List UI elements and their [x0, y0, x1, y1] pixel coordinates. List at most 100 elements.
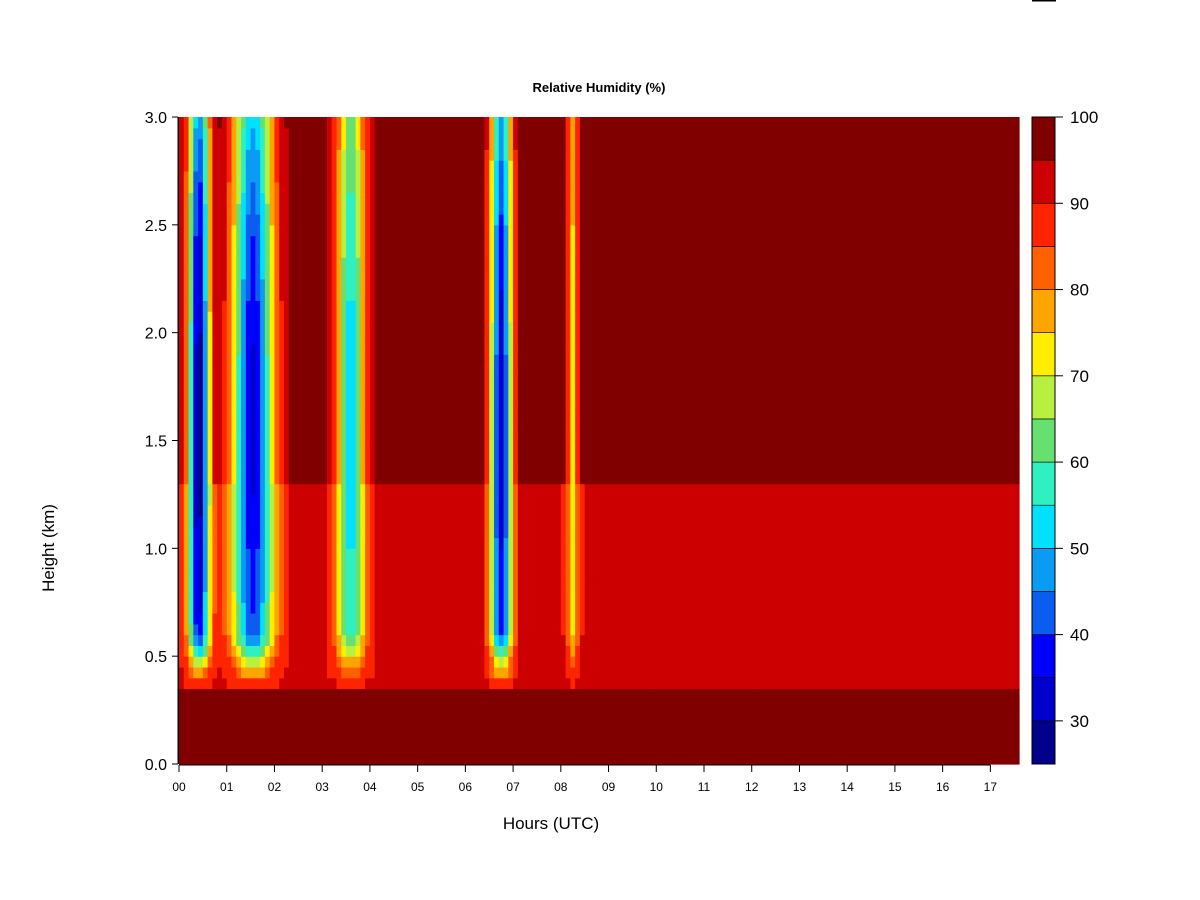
heatmap-cell — [484, 688, 490, 700]
heatmap-cell — [422, 548, 428, 560]
heatmap-cell — [508, 462, 514, 474]
heatmap-cell — [179, 526, 185, 539]
heatmap-cell — [403, 149, 409, 161]
heatmap-cell — [417, 591, 424, 603]
heatmap-cell — [470, 408, 476, 420]
heatmap-cell — [417, 537, 424, 549]
heatmap-cell — [312, 408, 319, 420]
heatmap-cell — [226, 332, 233, 345]
heatmap-cell — [470, 580, 476, 593]
heatmap-cell — [527, 742, 533, 754]
heatmap-cell — [303, 257, 309, 269]
heatmap-cell — [260, 505, 266, 517]
heatmap-cell — [441, 224, 447, 237]
heatmap-cell — [183, 440, 190, 452]
heatmap-cell — [374, 257, 381, 269]
heatmap-cell — [513, 375, 519, 388]
heatmap-cell — [422, 666, 428, 679]
heatmap-cell — [350, 623, 357, 636]
heatmap-cell — [274, 343, 280, 355]
heatmap-cell — [465, 677, 471, 690]
heatmap-cell — [474, 731, 481, 744]
heatmap-cell — [455, 332, 462, 345]
heatmap-cell — [326, 720, 333, 733]
heatmap-cell — [202, 731, 209, 744]
heatmap-cell — [284, 677, 290, 690]
heatmap-cell — [484, 580, 490, 593]
heatmap-cell — [546, 591, 552, 603]
heatmap-cell — [355, 203, 361, 215]
heatmap-cell — [264, 462, 271, 474]
heatmap-cell — [484, 397, 490, 409]
heatmap-cell — [389, 688, 395, 700]
heatmap-cell — [336, 645, 342, 657]
heatmap-cell — [217, 332, 223, 345]
heatmap-cell — [551, 483, 557, 496]
heatmap-cell — [446, 472, 452, 485]
heatmap-cell — [231, 483, 237, 496]
heatmap-cell — [408, 548, 414, 560]
heatmap-cell — [274, 720, 280, 733]
heatmap-cell — [198, 289, 204, 301]
heatmap-cell — [217, 278, 223, 291]
heatmap-cell — [264, 332, 271, 345]
heatmap-cell — [274, 160, 280, 172]
heatmap-cell — [260, 720, 266, 733]
heatmap-cell — [274, 440, 280, 452]
heatmap-cell — [374, 235, 381, 247]
heatmap-cell — [517, 214, 524, 226]
heatmap-cell — [479, 429, 486, 442]
heatmap-cell — [508, 289, 514, 301]
heatmap-cell — [565, 580, 571, 593]
heatmap-cell — [221, 257, 228, 269]
heatmap-cell — [470, 386, 476, 398]
heatmap-cell — [288, 666, 295, 679]
heatmap-cell — [284, 235, 290, 247]
heatmap-cell — [250, 440, 256, 452]
heatmap-cell — [183, 117, 190, 129]
heatmap-cell — [212, 494, 218, 506]
heatmap-cell — [494, 343, 500, 355]
heatmap-cell — [346, 267, 352, 280]
heatmap-cell — [374, 311, 381, 323]
heatmap-cell — [365, 214, 371, 226]
top-right-mark — [1032, 0, 1056, 2]
heatmap-cell — [331, 235, 338, 247]
heatmap-cell — [212, 408, 218, 420]
heatmap-cell — [474, 418, 481, 431]
heatmap-cell — [498, 127, 505, 140]
heatmap-cell — [293, 160, 299, 172]
heatmap-cell — [412, 429, 419, 442]
heatmap-cell — [494, 138, 500, 150]
heatmap-cell — [198, 699, 204, 711]
heatmap-cell — [474, 623, 481, 636]
heatmap-cell — [221, 710, 228, 722]
heatmap-cell — [198, 375, 204, 388]
heatmap-cell — [441, 666, 447, 679]
heatmap-cell — [489, 656, 495, 668]
heatmap-cell — [350, 386, 357, 398]
heatmap-cell — [431, 634, 438, 646]
heatmap-cell — [551, 300, 557, 312]
heatmap-cell — [560, 526, 567, 539]
heatmap-cell — [508, 418, 514, 431]
heatmap-cell — [369, 203, 376, 215]
heatmap-cell — [274, 623, 280, 636]
heatmap-cell — [389, 699, 395, 711]
heatmap-cell — [346, 170, 352, 183]
heatmap-cell — [541, 375, 548, 388]
heatmap-cell — [427, 170, 433, 183]
heatmap-cell — [408, 537, 414, 549]
heatmap-cell — [532, 677, 538, 690]
heatmap-cell — [489, 602, 495, 614]
heatmap-cell — [264, 365, 271, 377]
heatmap-cell — [489, 569, 495, 582]
heatmap-cell — [489, 429, 495, 442]
heatmap-cell — [183, 731, 190, 744]
heatmap-cell — [193, 332, 199, 345]
heatmap-cell — [241, 451, 247, 463]
heatmap-cell — [451, 634, 457, 646]
heatmap-cell — [250, 731, 256, 744]
heatmap-cell — [355, 397, 361, 409]
heatmap-cell — [408, 267, 414, 280]
